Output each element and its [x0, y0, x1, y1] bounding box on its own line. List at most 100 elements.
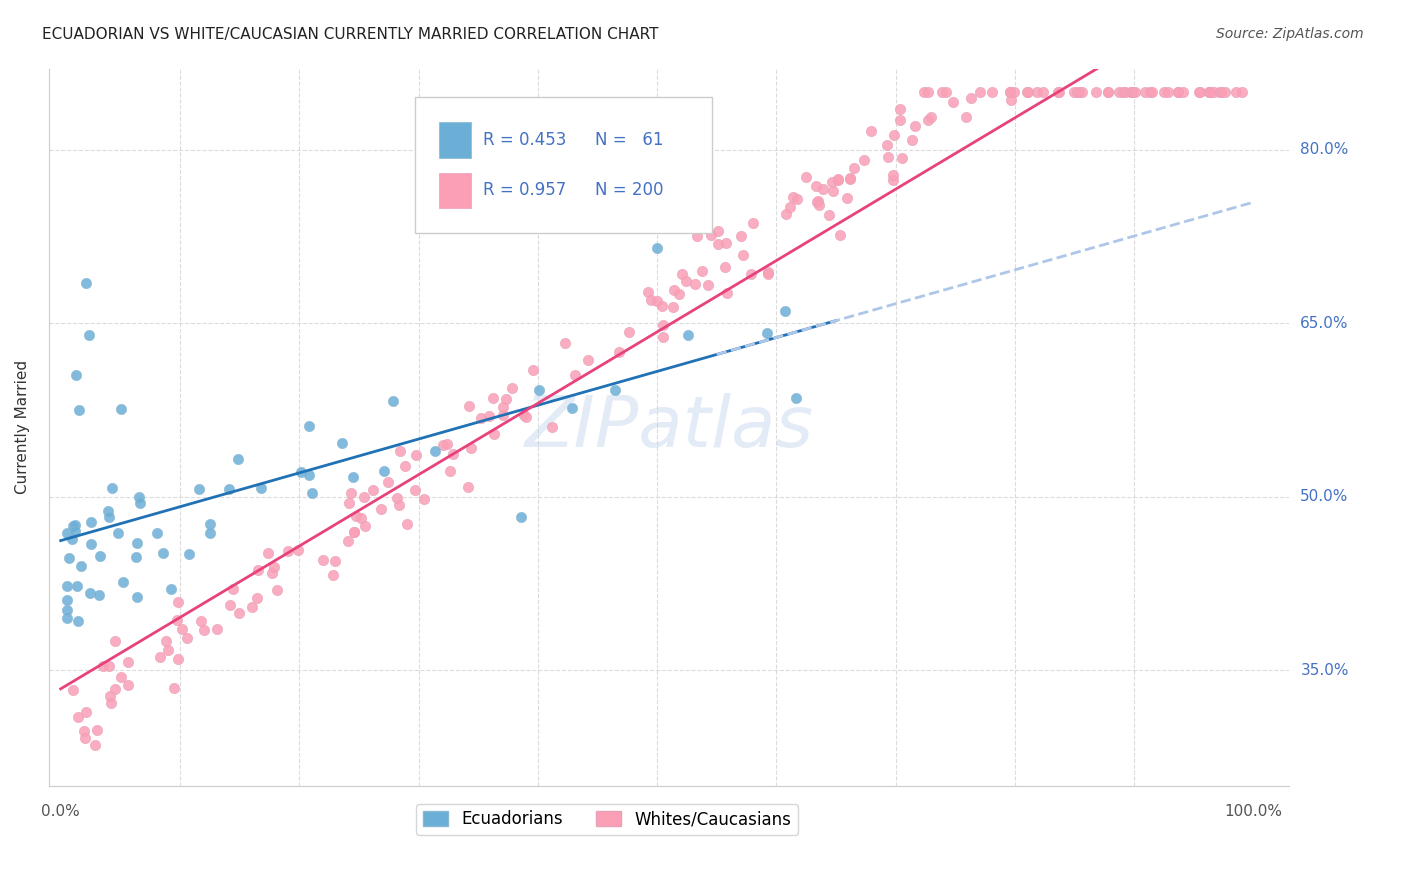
Point — [713, 260, 735, 274]
Text: R = 0.957: R = 0.957 — [482, 181, 567, 200]
Text: ECUADORIAN VS WHITE/CAUCASIAN CURRENTLY MARRIED CORRELATION CHART: ECUADORIAN VS WHITE/CAUCASIAN CURRENTLY … — [42, 27, 658, 42]
Point — [1188, 85, 1211, 99]
Text: R = 0.453: R = 0.453 — [482, 131, 567, 149]
Point — [250, 481, 273, 495]
Point — [561, 401, 583, 416]
Point — [912, 85, 935, 99]
Point — [423, 443, 446, 458]
Point — [859, 123, 882, 137]
Point — [187, 482, 209, 496]
Point — [370, 502, 392, 516]
Point — [277, 544, 299, 558]
Point — [876, 150, 898, 164]
Text: 35.0%: 35.0% — [1301, 663, 1348, 678]
Point — [97, 503, 120, 517]
Point — [73, 731, 96, 745]
Point — [664, 283, 686, 297]
Point — [827, 172, 849, 186]
Point — [981, 85, 1004, 99]
Point — [125, 535, 148, 549]
Point — [176, 631, 198, 645]
Point — [835, 190, 858, 204]
Point — [63, 518, 86, 533]
Point — [193, 623, 215, 637]
Point — [1047, 85, 1070, 99]
Point — [492, 401, 515, 415]
Point — [806, 195, 828, 210]
Point — [773, 304, 796, 318]
Point — [166, 652, 188, 666]
Point — [1067, 85, 1090, 99]
Point — [1112, 85, 1135, 99]
Point — [325, 554, 347, 568]
Point — [619, 325, 641, 339]
Point — [882, 169, 904, 183]
Point — [149, 650, 172, 665]
Text: N = 200: N = 200 — [595, 181, 664, 200]
Point — [343, 524, 366, 539]
Point — [576, 353, 599, 368]
Point — [842, 161, 865, 176]
Point — [890, 151, 912, 165]
Point — [1202, 85, 1225, 99]
Point — [262, 566, 284, 580]
Point — [322, 568, 344, 582]
Point — [86, 723, 108, 737]
Point — [104, 681, 127, 696]
Point — [652, 318, 675, 332]
Point — [127, 591, 149, 605]
Point — [807, 197, 830, 211]
Point — [811, 182, 834, 196]
Point — [312, 552, 335, 566]
Point — [683, 277, 706, 291]
Point — [904, 120, 927, 134]
Point — [337, 495, 360, 509]
Point — [1046, 85, 1069, 99]
Text: 0.0%: 0.0% — [41, 805, 80, 820]
Point — [1209, 85, 1232, 99]
Point — [817, 207, 839, 221]
Point — [350, 511, 373, 525]
Point — [920, 110, 942, 124]
Text: ZIPatlas: ZIPatlas — [524, 392, 814, 462]
Point — [668, 287, 690, 301]
Y-axis label: Currently Married: Currently Married — [15, 360, 30, 494]
Point — [1153, 85, 1175, 99]
Point — [198, 516, 221, 531]
Point — [807, 194, 830, 208]
Point — [361, 483, 384, 498]
Point — [330, 436, 353, 450]
Point — [1025, 85, 1047, 99]
Point — [110, 670, 132, 684]
Point — [838, 172, 860, 186]
Point — [889, 112, 911, 127]
Point — [1002, 85, 1025, 99]
Point — [373, 464, 395, 478]
Point — [678, 327, 700, 342]
Point — [942, 95, 965, 109]
Point — [969, 85, 991, 99]
Point — [955, 110, 977, 124]
Point — [640, 293, 662, 307]
Text: 80.0%: 80.0% — [1301, 142, 1348, 157]
Point — [80, 536, 103, 550]
Point — [62, 683, 84, 698]
Point — [155, 633, 177, 648]
Point — [935, 85, 957, 99]
Point — [69, 559, 91, 574]
Point — [827, 172, 849, 186]
Point — [1121, 85, 1143, 99]
Point — [167, 595, 190, 609]
Point — [60, 532, 83, 546]
Point — [98, 659, 121, 673]
Point — [166, 613, 188, 627]
Point — [163, 681, 186, 696]
Text: N =   61: N = 61 — [595, 131, 664, 149]
Point — [337, 534, 360, 549]
Point — [917, 85, 939, 99]
Point — [104, 634, 127, 648]
Point — [1230, 85, 1253, 99]
Point — [84, 738, 107, 752]
Point — [883, 128, 905, 142]
Point — [247, 563, 270, 577]
